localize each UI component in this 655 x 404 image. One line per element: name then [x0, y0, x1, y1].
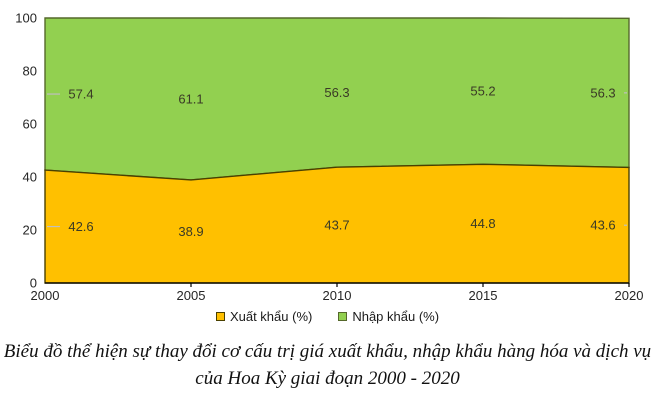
legend-item-xuat-khau: Xuất khẩu (%): [215, 308, 313, 324]
legend-item-nhap-khau: Nhập khẩu (%): [338, 309, 439, 324]
x-tick-label: 2000: [31, 288, 60, 303]
legend-label-nhap-khau: Nhập khẩu (%): [352, 308, 440, 324]
x-tick-label: 2005: [177, 288, 206, 303]
chart-legend: Xuất khẩu (%) Nhập khẩu (%): [0, 307, 655, 325]
data-label: 43.6: [590, 218, 615, 233]
legend-swatch-nhap-khau: [338, 311, 348, 321]
y-tick-label: 80: [23, 64, 37, 79]
data-label: 61.1: [178, 91, 203, 106]
data-label: 42.6: [68, 219, 93, 234]
data-label: 38.9: [178, 224, 203, 239]
legend-swatch-xuat-khau: [215, 311, 225, 321]
y-tick-label: 0: [30, 276, 37, 291]
data-label: 56.3: [324, 85, 349, 100]
y-tick-label: 60: [23, 117, 37, 132]
x-tick-label: 2015: [469, 288, 498, 303]
caption-line-2: của Hoa Kỳ giai đoạn 2000 - 2020: [195, 368, 460, 389]
chart-caption: Biểu đồ thể hiện sự thay đổi cơ cấu trị …: [0, 338, 655, 392]
data-label: 43.7: [324, 218, 349, 233]
data-label: 55.2: [470, 84, 495, 99]
y-tick-label: 100: [15, 11, 37, 26]
data-label: 44.8: [470, 216, 495, 231]
legend-label-xuat-khau: Xuất khẩu (%): [229, 308, 313, 324]
caption-line-1: Biểu đồ thể hiện sự thay đổi cơ cấu trị …: [3, 341, 652, 362]
x-tick-label: 2020: [615, 288, 644, 303]
y-tick-label: 40: [23, 170, 37, 185]
x-tick-label: 2010: [323, 288, 352, 303]
data-label: 57.4: [68, 87, 93, 102]
data-label: 56.3: [590, 85, 615, 100]
stacked-area-chart: 0 20 40 60 80 100 2000 2005 2010 2015 2020 42.6 38.9…: [15, 11, 644, 304]
y-tick-label: 20: [23, 223, 37, 238]
